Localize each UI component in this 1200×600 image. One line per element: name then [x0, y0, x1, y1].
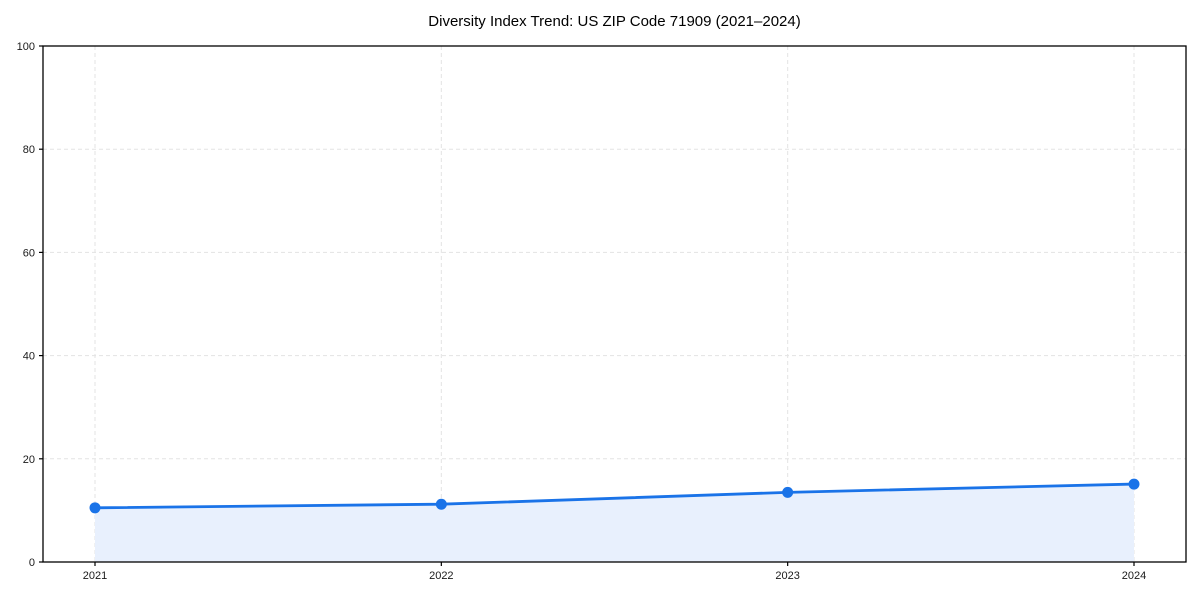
x-tick-label: 2024 [1122, 570, 1146, 582]
x-tick-label: 2022 [429, 570, 453, 582]
chart-title: Diversity Index Trend: US ZIP Code 71909… [428, 13, 801, 30]
y-tick-label: 20 [23, 454, 35, 466]
plot-area [43, 46, 1186, 562]
trend-line [93, 482, 1136, 510]
x-tick-label: 2021 [83, 570, 107, 582]
plot-spines [42, 45, 1187, 563]
data-point-marker [782, 486, 794, 498]
y-tick-label: 80 [23, 144, 35, 156]
data-point-marker [435, 498, 447, 510]
area-fill [95, 484, 1134, 562]
y-tick-label: 0 [29, 557, 35, 569]
y-tick-label: 40 [23, 351, 35, 363]
data-point-marker [89, 502, 101, 514]
y-tick-label: 60 [23, 247, 35, 259]
x-tick-label: 2023 [775, 570, 799, 582]
y-tick-label: 100 [17, 41, 35, 53]
data-point-marker [1128, 478, 1140, 490]
